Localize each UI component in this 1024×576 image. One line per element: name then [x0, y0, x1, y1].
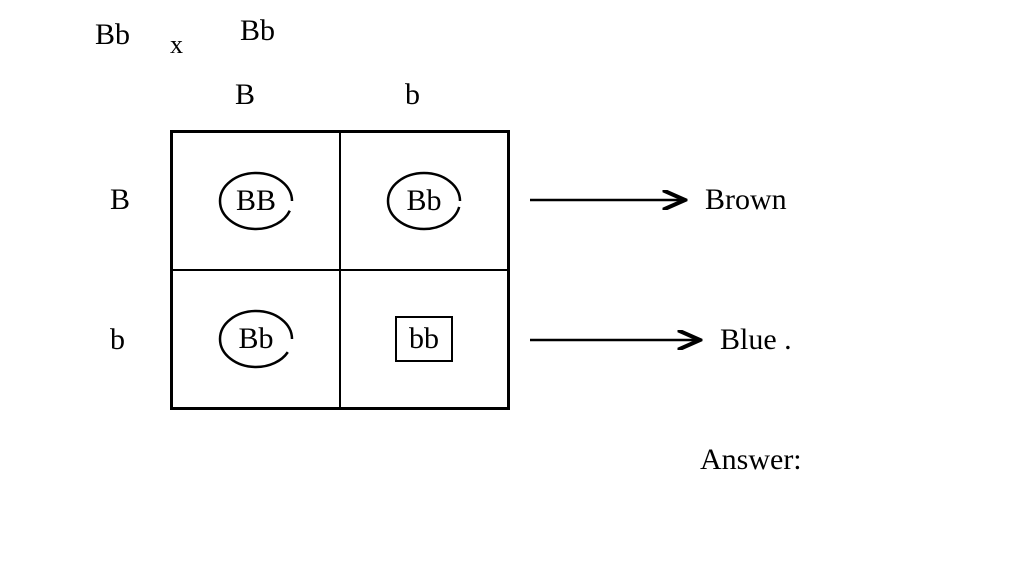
genotype-br: bb [409, 322, 439, 355]
phenotype-blue: Blue . [720, 325, 792, 355]
phenotype-brown: Brown [705, 185, 787, 215]
row-header-1: B [110, 185, 130, 215]
cell-bottom-right: bb [340, 270, 508, 408]
genotype-tr: Bb [398, 180, 449, 222]
genotype-tl: BB [228, 180, 284, 222]
circle-wrap-tl: BB [228, 180, 284, 222]
circle-wrap-tr: Bb [398, 180, 449, 222]
punnett-grid: BB Bb Bb bb [170, 130, 510, 410]
cross-x-label: x [170, 32, 183, 58]
parent2-label: Bb [240, 16, 275, 46]
row-header-2: b [110, 325, 125, 355]
cell-top-left: BB [172, 132, 340, 270]
answer-label: Answer: [700, 445, 802, 475]
parent1-label: Bb [95, 20, 130, 50]
cell-bottom-left: Bb [172, 270, 340, 408]
arrows-layer [0, 0, 1024, 576]
cell-top-right: Bb [340, 132, 508, 270]
rect-wrap-br: bb [395, 316, 453, 362]
genotype-bl: Bb [230, 318, 281, 360]
col-header-1: B [235, 80, 255, 110]
circle-wrap-bl: Bb [230, 318, 281, 360]
col-header-2: b [405, 80, 420, 110]
